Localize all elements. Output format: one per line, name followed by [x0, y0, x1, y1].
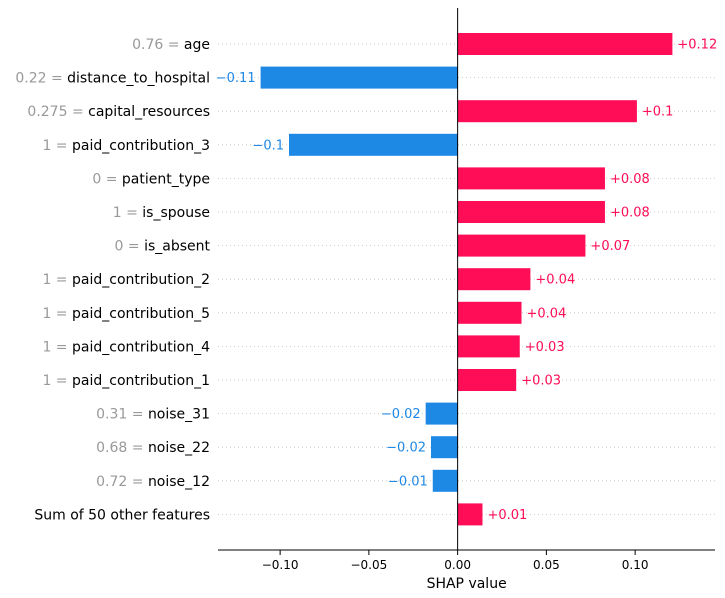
feature-label: 1 = is_spouse	[113, 205, 210, 221]
bar-value-label: −0.01	[388, 474, 428, 489]
feature-name: patient_type	[122, 171, 210, 187]
feature-label: 0.76 = age	[132, 37, 210, 53]
feature-value: 1 =	[113, 205, 143, 221]
bar-paid-contribution-2	[457, 268, 531, 291]
bar-sum-of-50-other-features	[457, 503, 483, 526]
feature-name: paid_contribution_5	[72, 306, 210, 322]
feature-label: 1 = paid_contribution_2	[42, 272, 210, 288]
feature-label: 0.22 = distance_to_hospital	[15, 71, 210, 87]
feature-label: 0.31 = noise_31	[96, 407, 210, 423]
feature-name: noise_12	[148, 474, 210, 490]
bar-value-label: −0.11	[216, 71, 256, 86]
bar-distance-to-hospital	[260, 66, 458, 89]
x-axis-label: SHAP value	[427, 576, 507, 592]
feature-label: 0 = is_absent	[115, 239, 211, 255]
feature-value: 0.275 =	[27, 104, 88, 120]
feature-label: 0.72 = noise_12	[96, 474, 210, 490]
feature-name: capital_resources	[88, 104, 210, 120]
bar-value-labels: +0.12 −0.11 +0.1 −0.1 +0.08 +0.08 +0.07 +0.04 +0…	[216, 38, 717, 523]
feature-label: 1 = paid_contribution_3	[42, 138, 210, 154]
bar-value-label: +0.04	[535, 273, 575, 288]
x-tick-label: 0.00	[444, 558, 471, 572]
feature-label: 0 = patient_type	[92, 171, 210, 187]
feature-value: 0.76 =	[132, 37, 184, 53]
feature-label: Sum of 50 other features	[34, 507, 210, 523]
x-tick-label: 0.10	[622, 558, 649, 572]
feature-value: 0 =	[115, 239, 145, 255]
bar-capital-resources	[457, 100, 637, 123]
x-tick-label: −0.05	[350, 558, 387, 572]
bar-paid-contribution-3	[289, 133, 458, 156]
bars-group	[260, 33, 673, 526]
bar-paid-contribution-1	[457, 369, 517, 391]
bar-value-label: +0.12	[677, 38, 717, 53]
feature-name: paid_contribution_2	[72, 272, 210, 288]
feature-value: 1 =	[42, 306, 72, 322]
bar-value-label: +0.08	[610, 206, 650, 221]
bar-value-label: +0.08	[610, 172, 650, 187]
bar-value-label: +0.07	[590, 239, 630, 254]
feature-name: paid_contribution_4	[72, 339, 210, 355]
feature-value: 1 =	[42, 373, 72, 389]
x-axis-ticks: −0.10 −0.05 0.00 0.05 0.10	[262, 550, 649, 572]
feature-value: 0.22 =	[15, 71, 67, 87]
bar-value-label: +0.03	[525, 340, 565, 355]
feature-value: 1 =	[42, 138, 72, 154]
bar-paid-contribution-4	[457, 335, 520, 358]
bar-value-label: +0.04	[527, 306, 567, 321]
feature-name: paid_contribution_3	[72, 138, 210, 154]
bar-value-label: +0.03	[521, 374, 561, 389]
feature-name: is_spouse	[142, 205, 210, 221]
feature-label: 1 = paid_contribution_1	[42, 373, 210, 389]
feature-name: is_absent	[144, 239, 210, 255]
x-tick-label: −0.10	[262, 558, 299, 572]
feature-name: age	[184, 37, 210, 53]
bar-noise-12	[432, 469, 458, 492]
feature-label: 0.275 = capital_resources	[27, 104, 210, 120]
feature-value: 1 =	[42, 339, 72, 355]
feature-label: 0.68 = noise_22	[96, 440, 210, 456]
feature-name: paid_contribution_1	[72, 373, 210, 389]
feature-name: Sum of 50 other features	[34, 507, 210, 523]
bar-value-label: +0.1	[642, 105, 674, 120]
bar-is-absent	[457, 234, 586, 257]
bar-patient-type	[457, 167, 605, 190]
bar-value-label: +0.01	[487, 508, 527, 523]
feature-label: 1 = paid_contribution_5	[42, 306, 210, 322]
bar-noise-22	[431, 436, 458, 459]
bar-value-label: −0.02	[386, 441, 426, 456]
bar-paid-contribution-5	[457, 301, 522, 324]
feature-value: 0.68 =	[96, 440, 148, 456]
bar-age	[457, 33, 673, 55]
feature-label: 1 = paid_contribution_4	[42, 339, 210, 355]
bar-value-label: −0.1	[252, 138, 284, 153]
feature-name: noise_22	[148, 440, 210, 456]
bar-noise-31	[425, 402, 458, 425]
feature-value: 0.72 =	[96, 474, 148, 490]
feature-value: 1 =	[42, 272, 72, 288]
x-tick-label: 0.05	[533, 558, 560, 572]
feature-name: distance_to_hospital	[67, 71, 210, 87]
bar-value-label: −0.02	[381, 407, 421, 422]
bar-is-spouse	[457, 201, 605, 223]
feature-name: noise_31	[148, 407, 210, 423]
feature-value: 0.31 =	[96, 407, 148, 423]
feature-value: 0 =	[92, 171, 122, 187]
